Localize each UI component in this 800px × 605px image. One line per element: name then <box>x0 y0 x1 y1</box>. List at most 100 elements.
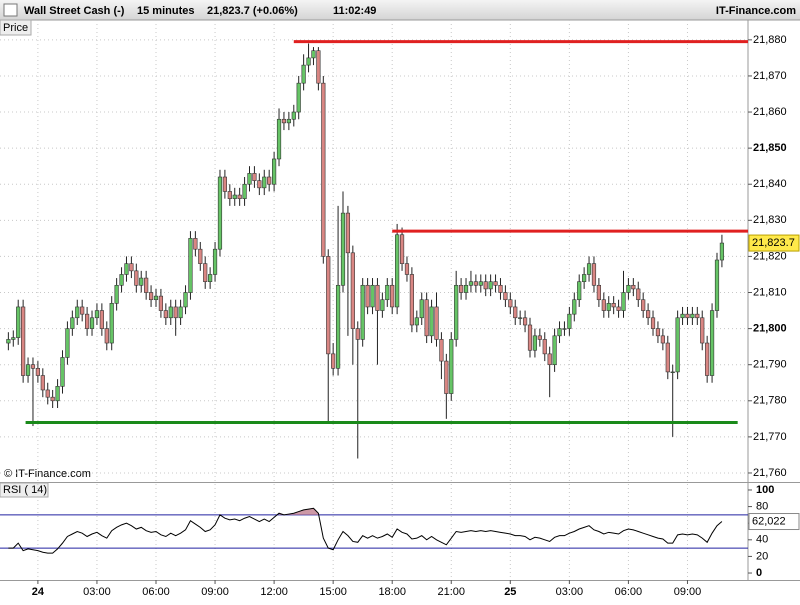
candle-body <box>695 313 700 319</box>
candle-body <box>158 295 164 311</box>
candle-body <box>508 299 513 308</box>
rsi-tick-label: 80 <box>756 500 768 512</box>
x-tick-label: 09:00 <box>674 586 702 598</box>
candle-body <box>582 274 587 282</box>
candle-body <box>188 238 193 293</box>
candle-body <box>414 317 419 326</box>
candle-body <box>709 310 715 376</box>
candle-body <box>513 306 518 319</box>
candle-body <box>655 328 661 337</box>
candle-body <box>498 284 503 293</box>
y-tick-label: 21,790 <box>753 359 787 371</box>
x-tick-label: 06:00 <box>615 586 643 598</box>
candle-body <box>272 158 277 185</box>
candle-body <box>232 194 237 199</box>
candle-body <box>252 173 257 181</box>
candle-body <box>75 306 80 319</box>
menu-icon[interactable] <box>3 3 18 17</box>
candle-body <box>705 342 710 376</box>
candle-body <box>267 176 272 185</box>
candle-body <box>680 313 685 319</box>
candle-body <box>719 242 725 261</box>
candle-body <box>247 173 252 185</box>
candle-body <box>60 357 65 387</box>
candle-body <box>331 353 336 369</box>
candle-body <box>99 310 104 329</box>
timeframe: 15 minutes <box>137 5 194 17</box>
candle-body <box>212 248 218 275</box>
candle-body <box>567 313 572 329</box>
y-tick-label: 21,840 <box>753 178 787 190</box>
candle-body <box>198 248 203 264</box>
candle-body <box>262 176 267 189</box>
candle-body <box>404 263 410 275</box>
x-tick-label: 06:00 <box>142 586 170 598</box>
candle-body <box>21 306 26 376</box>
candle-body <box>291 111 296 120</box>
candle-body <box>139 277 144 286</box>
candle-body <box>94 310 100 319</box>
candle-body <box>35 368 40 376</box>
candle-body <box>109 303 114 344</box>
candle-body <box>183 292 188 308</box>
candle-body <box>360 284 365 340</box>
candle-body <box>454 284 459 340</box>
candle-body <box>345 212 351 254</box>
candle-body <box>650 317 656 329</box>
candle-body <box>11 337 16 340</box>
candle-body <box>340 212 346 286</box>
candle-body <box>193 238 198 250</box>
candle-body <box>311 50 316 59</box>
candle-body <box>449 339 454 394</box>
candle-body <box>173 306 178 319</box>
candle-body <box>670 371 675 374</box>
candle-body <box>370 284 375 308</box>
candle-body <box>390 284 395 308</box>
rsi-panel-label: RSI ( 14) <box>3 484 47 496</box>
candle-body <box>419 299 424 319</box>
x-tick-label: 03:00 <box>556 586 584 598</box>
candle-body <box>6 339 11 344</box>
candle-body <box>281 118 287 124</box>
candle-body <box>40 375 45 391</box>
candle-body <box>636 288 641 301</box>
candle-body <box>25 364 31 376</box>
candle-body <box>335 284 341 369</box>
candle-body <box>208 274 213 282</box>
candle-body <box>690 313 695 319</box>
candle-body <box>660 335 665 344</box>
candle-body <box>468 281 474 286</box>
x-tick-label: 18:00 <box>378 586 406 598</box>
rsi-tick-label: 20 <box>756 550 768 562</box>
rsi-last-tag <box>748 513 800 531</box>
candle-body <box>409 274 414 326</box>
candle-body <box>50 396 55 402</box>
y-tick-label: 21,860 <box>753 106 787 118</box>
candle-body <box>16 306 21 338</box>
candle-body <box>601 299 606 311</box>
x-tick-label: 09:00 <box>201 586 229 598</box>
candle-body <box>134 270 139 286</box>
candle-body <box>463 284 469 293</box>
candle-body <box>89 317 95 329</box>
candle-body <box>518 317 523 319</box>
candle-body <box>478 281 483 286</box>
candle-body <box>316 50 321 84</box>
candle-body <box>321 82 326 257</box>
panel-tag <box>0 482 49 498</box>
candle-body <box>439 339 444 362</box>
candle-body <box>488 281 493 290</box>
candle-body <box>626 284 631 293</box>
candle-body <box>631 284 636 290</box>
y-tick-label: 21,850 <box>753 142 787 154</box>
candle-body <box>30 364 36 369</box>
candle-body <box>85 313 90 329</box>
last-price-tag <box>748 234 800 252</box>
last-price-label: 21,823.7 <box>752 237 795 249</box>
candle-body <box>65 328 70 358</box>
candle-body <box>350 252 355 329</box>
header-bar <box>0 0 800 20</box>
candle-body <box>562 328 567 330</box>
candle-body <box>459 284 464 293</box>
